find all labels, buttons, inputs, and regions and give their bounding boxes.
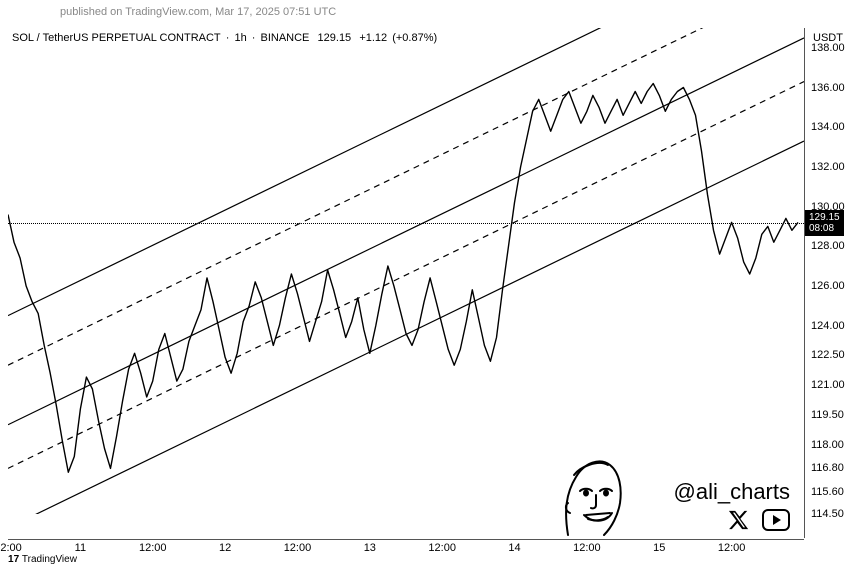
x-tick-label: 12:00 (573, 542, 601, 554)
y-tick-label: 124.00 (811, 320, 845, 332)
y-tick-label: 126.00 (811, 280, 845, 292)
x-tick-label: 15 (653, 542, 665, 554)
x-tick-label: 12:00 (284, 542, 312, 554)
y-tick-label: 132.00 (811, 161, 845, 173)
x-tick-label: 12 (219, 542, 231, 554)
chart-area[interactable] (8, 28, 804, 538)
price-tag-time: 08:08 (809, 223, 840, 234)
price-chart (8, 28, 804, 514)
youtube-icon (762, 509, 790, 531)
x-tick-label: 14 (508, 542, 520, 554)
y-tick-label: 136.00 (811, 82, 845, 94)
y-tick-label: 114.50 (811, 508, 844, 520)
x-tick-label: 13 (364, 542, 376, 554)
x-icon (728, 509, 750, 531)
y-tick-label: 118.00 (811, 439, 844, 451)
y-tick-label: 121.00 (811, 379, 845, 391)
y-tick-label: 122.50 (811, 349, 845, 361)
y-tick-label: 115.60 (811, 486, 844, 498)
x-axis: 12:001112:001212:001312:001412:001512:00 (8, 539, 804, 553)
watermark: @ali_charts (674, 479, 791, 505)
y-tick-label: 116.80 (811, 462, 844, 474)
y-tick-label: 128.00 (811, 240, 845, 252)
x-tick-label: 12:00 (428, 542, 456, 554)
current-price-line (8, 223, 804, 224)
x-tick-label: 12:00 (0, 542, 22, 554)
y-tick-label: 119.50 (811, 409, 844, 421)
published-caption: published on TradingView.com, Mar 17, 20… (60, 6, 336, 18)
watermark-handle: @ali_charts (674, 479, 791, 505)
tradingview-logo: 17 TradingView (8, 554, 77, 565)
price-tag-price: 129.15 (809, 212, 840, 223)
x-tick-label: 11 (75, 542, 86, 554)
watermark-face (550, 449, 630, 539)
y-tick-label: 134.00 (811, 121, 845, 133)
x-tick-label: 12:00 (139, 542, 167, 554)
price-tag: 129.15 08:08 (805, 210, 844, 236)
y-axis: USDT 138.00136.00134.00132.00130.00128.0… (804, 28, 852, 538)
y-tick-label: 138.00 (811, 42, 845, 54)
watermark-icons (728, 509, 790, 531)
x-tick-label: 12:00 (718, 542, 746, 554)
